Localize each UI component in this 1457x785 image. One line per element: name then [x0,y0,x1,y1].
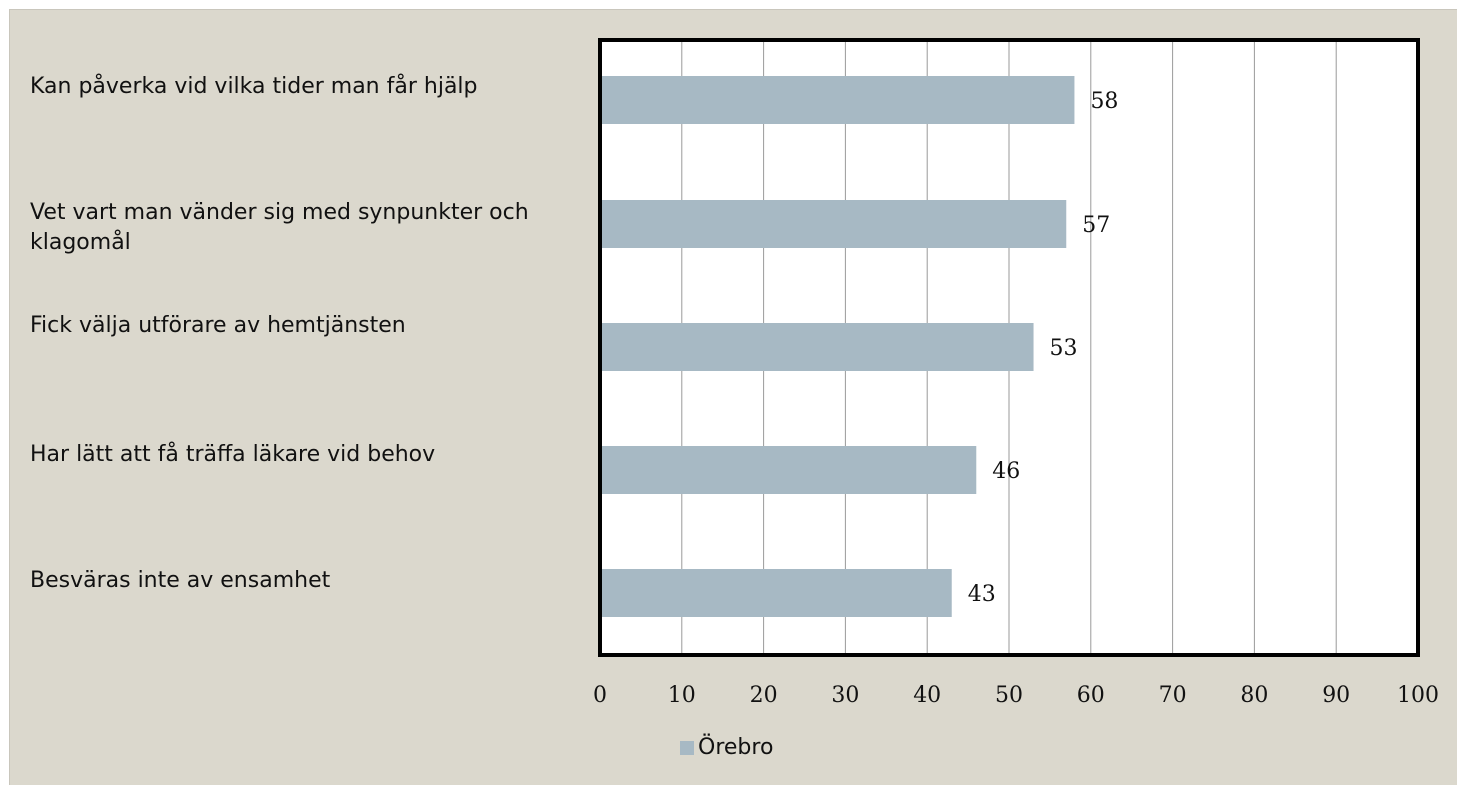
x-tick-label: 30 [831,683,859,708]
legend-label: Örebro [698,735,774,760]
x-tick-label: 90 [1322,683,1350,708]
x-tick-label: 80 [1240,683,1268,708]
category-label: Har lätt att få träffa läkare vid behov [30,442,436,467]
x-tick-label: 0 [593,683,607,708]
data-label: 58 [1090,89,1118,114]
legend: Örebro [680,735,773,760]
x-tick-label: 60 [1077,683,1105,708]
bar [602,76,1075,124]
data-label: 46 [992,459,1020,484]
category-label: Vet vart man vänder sig med synpunkter o… [30,200,529,255]
legend-swatch [680,740,694,755]
bar [602,446,977,494]
bar [602,323,1034,371]
data-label: 53 [1050,336,1078,361]
category-label: Kan påverka vid vilka tider man får hjäl… [30,74,478,99]
x-tick-label: 40 [913,683,941,708]
data-label: 43 [968,582,996,607]
category-label: Besväras inte av ensamhet [30,568,331,593]
x-tick-label: 10 [668,683,696,708]
bar [602,200,1067,248]
plot-border [598,38,1420,657]
x-tick-label: 70 [1159,683,1187,708]
bar [602,569,952,617]
x-tick-label: 20 [750,683,778,708]
category-label: Fick välja utförare av hemtjänsten [30,313,406,338]
x-tick-label: 50 [995,683,1023,708]
data-label: 57 [1082,213,1110,238]
x-tick-label: 100 [1397,683,1439,708]
